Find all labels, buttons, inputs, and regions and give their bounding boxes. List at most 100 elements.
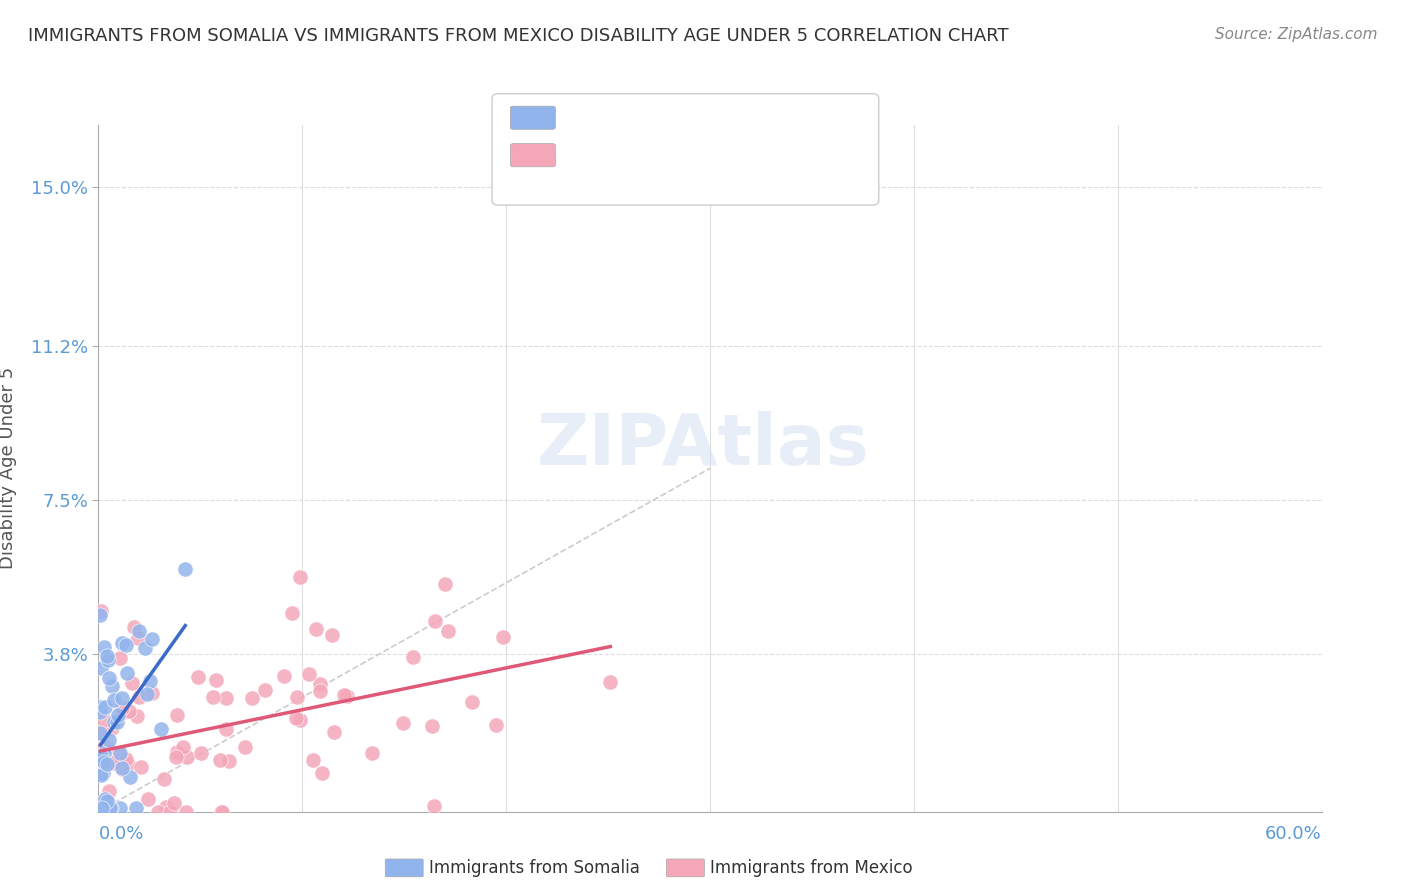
- Point: [134, 641, 156, 656]
- Point: [90, 768, 112, 782]
- Point: [117, 756, 139, 771]
- Point: [101, 721, 124, 735]
- Point: [136, 792, 159, 806]
- Point: [115, 638, 138, 652]
- Point: [107, 708, 129, 723]
- Point: [98, 753, 121, 767]
- Point: [174, 562, 197, 576]
- Point: [321, 628, 343, 642]
- Point: [215, 691, 238, 706]
- Point: [166, 745, 188, 759]
- Point: [111, 762, 134, 776]
- Point: [129, 760, 152, 774]
- Point: [288, 570, 311, 584]
- Point: [100, 800, 122, 814]
- Point: [240, 691, 263, 706]
- Point: [273, 669, 295, 683]
- Point: [118, 770, 141, 784]
- Point: [290, 714, 312, 728]
- Point: [101, 756, 124, 771]
- Point: [89, 800, 111, 814]
- Y-axis label: Disability Age Under 5: Disability Age Under 5: [0, 368, 17, 569]
- Point: [100, 679, 122, 693]
- Point: [146, 805, 169, 819]
- Point: [98, 755, 121, 769]
- Point: [91, 740, 114, 755]
- Point: [311, 766, 333, 780]
- Point: [94, 700, 117, 714]
- Text: IMMIGRANTS FROM SOMALIA VS IMMIGRANTS FROM MEXICO DISABILITY AGE UNDER 5 CORRELA: IMMIGRANTS FROM SOMALIA VS IMMIGRANTS FR…: [28, 27, 1008, 45]
- Point: [155, 800, 177, 814]
- Point: [93, 746, 115, 760]
- Point: [138, 673, 160, 688]
- Text: Immigrants from Somalia: Immigrants from Somalia: [429, 859, 640, 877]
- Point: [420, 719, 443, 733]
- Point: [233, 740, 256, 755]
- Point: [111, 761, 134, 775]
- Point: [93, 640, 115, 654]
- Point: [90, 603, 112, 617]
- Point: [111, 636, 134, 650]
- Point: [107, 755, 129, 769]
- Point: [190, 746, 212, 760]
- Point: [97, 795, 120, 809]
- Point: [96, 648, 118, 663]
- Point: [108, 746, 131, 760]
- Point: [298, 666, 321, 681]
- Point: [141, 686, 163, 700]
- Point: [176, 750, 198, 764]
- Point: [285, 690, 308, 704]
- Point: [89, 764, 111, 778]
- Text: Immigrants from Mexico: Immigrants from Mexico: [710, 859, 912, 877]
- Point: [218, 754, 240, 768]
- Point: [105, 754, 128, 768]
- Point: [97, 671, 120, 685]
- Point: [336, 690, 359, 704]
- Point: [122, 620, 145, 634]
- Point: [90, 661, 112, 675]
- Point: [89, 725, 111, 739]
- Point: [492, 630, 515, 644]
- Point: [159, 805, 181, 819]
- Point: [202, 690, 225, 705]
- Point: [97, 805, 120, 819]
- Point: [121, 675, 143, 690]
- Text: R = 0.612   N = 45: R = 0.612 N = 45: [560, 109, 744, 127]
- Point: [97, 740, 120, 755]
- Point: [205, 673, 228, 688]
- Point: [153, 772, 176, 787]
- Point: [423, 799, 446, 814]
- Point: [105, 715, 128, 730]
- Point: [332, 688, 354, 702]
- Point: [94, 792, 117, 806]
- Point: [308, 684, 330, 698]
- Point: [90, 749, 112, 764]
- Point: [305, 622, 328, 636]
- Point: [323, 724, 346, 739]
- Point: [402, 650, 425, 665]
- Point: [114, 752, 136, 766]
- Point: [98, 733, 121, 747]
- Point: [115, 666, 138, 681]
- Point: [254, 683, 277, 698]
- Point: [392, 716, 415, 731]
- Point: [461, 695, 484, 709]
- Point: [110, 800, 132, 814]
- Point: [281, 607, 304, 621]
- Point: [111, 701, 134, 715]
- Point: [166, 708, 188, 723]
- Point: [103, 715, 125, 730]
- Point: [111, 691, 134, 706]
- Point: [128, 690, 150, 705]
- Point: [285, 711, 308, 725]
- Point: [485, 718, 508, 732]
- Point: [599, 674, 621, 689]
- Point: [108, 747, 131, 761]
- Point: [211, 805, 233, 819]
- Point: [97, 653, 120, 667]
- Point: [93, 713, 115, 727]
- Point: [93, 739, 115, 754]
- Point: [309, 676, 332, 690]
- Point: [209, 805, 232, 819]
- Point: [187, 670, 209, 684]
